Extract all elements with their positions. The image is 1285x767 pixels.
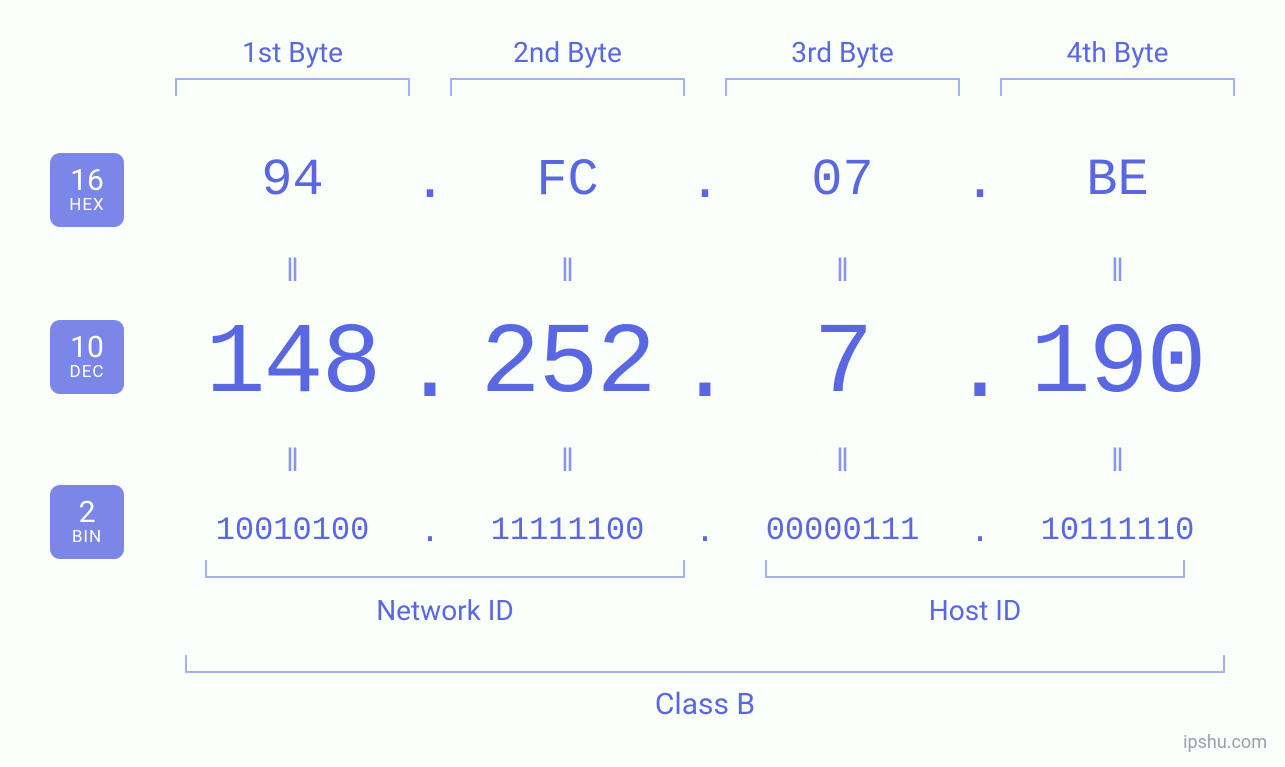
equals-icon: ǁ	[561, 240, 574, 300]
badge-bin-label: BIN	[72, 529, 102, 547]
equals-icon: ǁ	[286, 430, 299, 490]
byte-header-4: 4th Byte	[1067, 30, 1169, 74]
equals-icon: ǁ	[836, 240, 849, 300]
badge-dec-number: 10	[70, 332, 104, 364]
host-id-label: Host ID	[929, 594, 1022, 627]
bracket-bottom-icon	[205, 560, 685, 578]
byte-bracket-2	[450, 78, 685, 96]
badge-hex-label: HEX	[69, 197, 104, 215]
dot-icon: .	[964, 120, 995, 240]
byte-header-2: 2nd Byte	[513, 30, 622, 74]
dot-icon: .	[420, 490, 439, 570]
class-bracket: Class B	[185, 655, 1225, 722]
hex-value-4: BE	[1086, 120, 1148, 240]
bracket-bottom-icon	[765, 560, 1185, 578]
hex-value-1: 94	[261, 120, 323, 240]
ip-diagram: 16 HEX 10 DEC 2 BIN 1st Byte 94 ǁ 148 ǁ …	[0, 0, 1285, 767]
class-label: Class B	[655, 687, 755, 722]
dot-icon: .	[678, 300, 732, 430]
network-id-bracket: Network ID	[205, 560, 685, 627]
byte-header-3: 3rd Byte	[791, 30, 893, 74]
equals-icon: ǁ	[561, 430, 574, 490]
badge-hex: 16 HEX	[50, 153, 124, 227]
dot-separator-2: . . .	[685, 30, 725, 570]
bin-value-1: 10010100	[216, 490, 370, 570]
dot-icon: .	[689, 120, 720, 240]
badge-dec-label: DEC	[70, 364, 105, 382]
byte-bracket-1	[175, 78, 410, 96]
watermark: ipshu.com	[1183, 732, 1267, 753]
hex-value-3: 07	[811, 120, 873, 240]
network-id-label: Network ID	[376, 594, 514, 627]
dot-icon: .	[695, 490, 714, 570]
dec-value-4: 190	[1030, 300, 1204, 430]
equals-icon: ǁ	[1111, 240, 1124, 300]
equals-icon: ǁ	[286, 240, 299, 300]
byte-col-2: 2nd Byte FC ǁ 252 ǁ 11111100	[450, 30, 685, 570]
badge-bin: 2 BIN	[50, 485, 124, 559]
byte-bracket-4	[1000, 78, 1235, 96]
dot-icon: .	[403, 300, 457, 430]
equals-icon: ǁ	[1111, 430, 1124, 490]
equals-icon: ǁ	[836, 430, 849, 490]
badge-hex-number: 16	[70, 165, 104, 197]
dot-separator-1: . . .	[410, 30, 450, 570]
dec-value-3: 7	[813, 300, 871, 430]
byte-bracket-3	[725, 78, 960, 96]
byte-col-4: 4th Byte BE ǁ 190 ǁ 10111110	[1000, 30, 1235, 570]
bin-value-2: 11111100	[491, 490, 645, 570]
byte-col-1: 1st Byte 94 ǁ 148 ǁ 10010100	[175, 30, 410, 570]
host-id-bracket: Host ID	[765, 560, 1185, 627]
bracket-bottom-icon	[185, 655, 1225, 673]
dot-icon: .	[414, 120, 445, 240]
dot-icon: .	[953, 300, 1007, 430]
badge-dec: 10 DEC	[50, 320, 124, 394]
hex-value-2: FC	[536, 120, 598, 240]
badge-bin-number: 2	[79, 497, 96, 529]
dec-value-1: 148	[205, 300, 379, 430]
bin-value-3: 00000111	[766, 490, 920, 570]
dec-value-2: 252	[480, 300, 654, 430]
byte-col-3: 3rd Byte 07 ǁ 7 ǁ 00000111	[725, 30, 960, 570]
byte-grid: 1st Byte 94 ǁ 148 ǁ 10010100 . . . 2nd B…	[175, 30, 1235, 570]
byte-header-1: 1st Byte	[242, 30, 343, 74]
dot-icon: .	[970, 490, 989, 570]
dot-separator-3: . . .	[960, 30, 1000, 570]
bin-value-4: 10111110	[1041, 490, 1195, 570]
